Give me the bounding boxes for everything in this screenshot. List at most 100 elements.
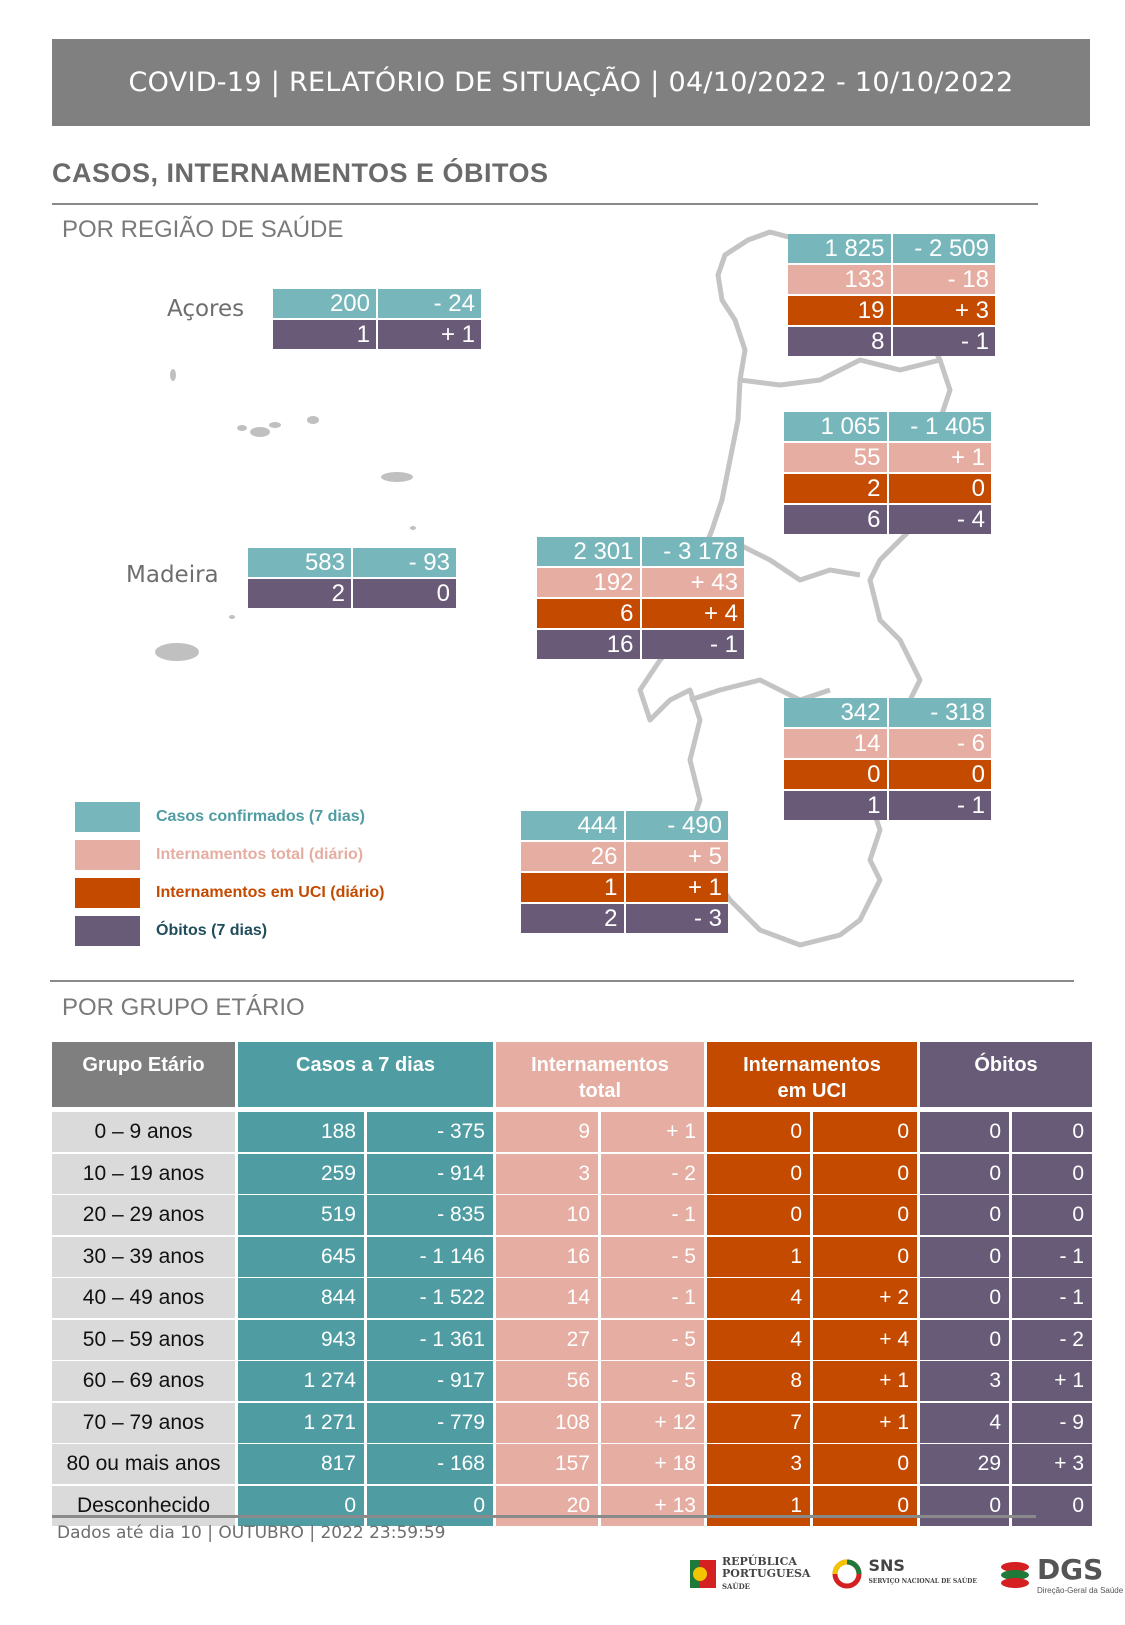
region-centro-stats: 1 065 - 1 405 55 + 1 2 0 6 - 4 (784, 412, 991, 534)
legend-swatch-cases (75, 802, 140, 832)
deaths-delta: - 3 (625, 904, 728, 933)
uci-delta: + 4 (641, 599, 744, 628)
logo-text-3: SAÚDE (722, 1581, 750, 1591)
section-divider-2 (50, 980, 1074, 982)
cell-hosp-delta: + 18 (601, 1444, 704, 1484)
cell-deaths: 0 (920, 1485, 1009, 1526)
legend-label: Internamentos total (diário) (156, 846, 364, 863)
deaths: 16 (537, 630, 640, 659)
cell-deaths: 4 (920, 1402, 1009, 1443)
madeira-deaths: 2 (248, 579, 351, 608)
azores-deaths: 1 (273, 320, 376, 349)
cell-cases-delta: - 914 (367, 1153, 493, 1194)
header-hosp-line1: Internamentos (531, 1054, 669, 1076)
cell-deaths-delta: + 1 (1012, 1361, 1092, 1401)
legend-label: Casos confirmados (7 dias) (156, 808, 365, 825)
legend-swatch-deaths (75, 916, 140, 946)
footer-divider (52, 1515, 1036, 1518)
cell-deaths-delta: - 1 (1012, 1278, 1092, 1318)
cases-delta: - 1 405 (888, 412, 991, 441)
cell-deaths: 0 (920, 1195, 1009, 1235)
deaths: 2 (521, 904, 624, 933)
age-section-title: POR GRUPO ETÁRIO (62, 994, 305, 1021)
cell-hosp: 56 (496, 1361, 598, 1401)
cell-hosp: 16 (496, 1236, 598, 1277)
uci: 2 (784, 474, 887, 503)
cell-cases-delta: 0 (367, 1485, 493, 1526)
uci-delta: 0 (888, 760, 991, 789)
region-algarve-stats: 444 - 490 26 + 5 1 + 1 2 - 3 (521, 811, 728, 933)
cell-deaths-delta: 0 (1012, 1112, 1092, 1152)
cell-uci-delta: + 1 (813, 1361, 917, 1401)
data-note: Dados até dia 10 | OUTUBRO | 2022 23:59:… (57, 1523, 446, 1543)
cell-uci: 1 (707, 1485, 810, 1526)
cell-deaths: 0 (920, 1319, 1009, 1360)
cell-age: 80 ou mais anos (52, 1444, 235, 1484)
hosp: 14 (784, 729, 887, 758)
hosp: 133 (788, 265, 891, 294)
cell-cases-delta: - 917 (367, 1361, 493, 1401)
coat-of-arms-icon (690, 1560, 716, 1588)
table-body: 0 – 9 anos 188- 375 9 + 1 0 0 0 0 10 – 19 anos 25… (52, 1112, 1092, 1527)
cases: 444 (521, 811, 624, 840)
cell-hosp: 14 (496, 1278, 598, 1318)
cases: 1 065 (784, 412, 887, 441)
uci: 0 (784, 760, 887, 789)
cell-deaths: 3 (920, 1361, 1009, 1401)
cell-uci-delta: 0 (813, 1195, 917, 1235)
region-alentejo-stats: 342 - 318 14 - 6 0 0 1 - 1 (784, 698, 991, 820)
header-group: Grupo Etário (52, 1042, 235, 1107)
header-uci-line1: Internamentos (743, 1054, 881, 1076)
age-group-table: Grupo Etário Casos a 7 dias Internamento… (52, 1042, 1092, 1526)
header-uci: Internamentos em UCI (707, 1042, 917, 1107)
cell-cases: 259 (238, 1153, 364, 1194)
logo-text-2: PORTUGUESA (722, 1566, 811, 1580)
cell-cases: 645 (238, 1236, 364, 1277)
cell-uci: 3 (707, 1444, 810, 1484)
cell-age: 30 – 39 anos (52, 1236, 235, 1277)
legend-label: Óbitos (7 dias) (156, 922, 268, 939)
cell-hosp: 27 (496, 1319, 598, 1360)
cell-deaths-delta: + 3 (1012, 1444, 1092, 1484)
cell-cases: 817 (238, 1444, 364, 1484)
hosp-delta: + 1 (888, 443, 991, 472)
cell-age: 70 – 79 anos (52, 1402, 235, 1443)
cell-hosp: 157 (496, 1444, 598, 1484)
sns-sub-text: SERVIÇO NACIONAL DE SAÚDE (868, 1578, 977, 1585)
cell-cases-delta: - 1 361 (367, 1319, 493, 1360)
cell-hosp: 3 (496, 1153, 598, 1194)
legend-item-deaths: Óbitos (7 dias) (75, 912, 384, 950)
cell-cases: 519 (238, 1195, 364, 1235)
deaths: 8 (788, 327, 891, 356)
legend-item-hosp: Internamentos total (diário) (75, 836, 384, 874)
cell-hosp-delta: - 1 (601, 1278, 704, 1318)
cell-uci: 4 (707, 1278, 810, 1318)
table-row: 60 – 69 anos 1 274- 917 56- 5 8 + 1 3 + 1 (52, 1361, 1092, 1401)
cell-age: Desconhecido (52, 1485, 235, 1526)
hosp-delta: - 6 (888, 729, 991, 758)
sns-icon (832, 1559, 862, 1589)
cell-uci: 4 (707, 1319, 810, 1360)
region-norte-stats: 1 825 - 2 509 133 - 18 19 + 3 8 - 1 (788, 234, 995, 356)
cell-cases-delta: - 1 522 (367, 1278, 493, 1318)
cell-cases-delta: - 168 (367, 1444, 493, 1484)
section-divider (52, 203, 1038, 205)
header-cases: Casos a 7 dias (238, 1042, 493, 1107)
cell-age: 40 – 49 anos (52, 1278, 235, 1318)
deaths: 1 (784, 791, 887, 820)
deaths-delta: - 1 (641, 630, 744, 659)
cell-deaths: 0 (920, 1278, 1009, 1318)
cell-hosp: 20 (496, 1485, 598, 1526)
cell-cases-delta: - 1 146 (367, 1236, 493, 1277)
cell-uci-delta: 0 (813, 1444, 917, 1484)
dgs-text: DGS (1036, 1553, 1104, 1586)
cell-hosp: 108 (496, 1402, 598, 1443)
azores-stats: 200 - 24 1 + 1 (273, 289, 481, 349)
cell-hosp-delta: + 12 (601, 1402, 704, 1443)
